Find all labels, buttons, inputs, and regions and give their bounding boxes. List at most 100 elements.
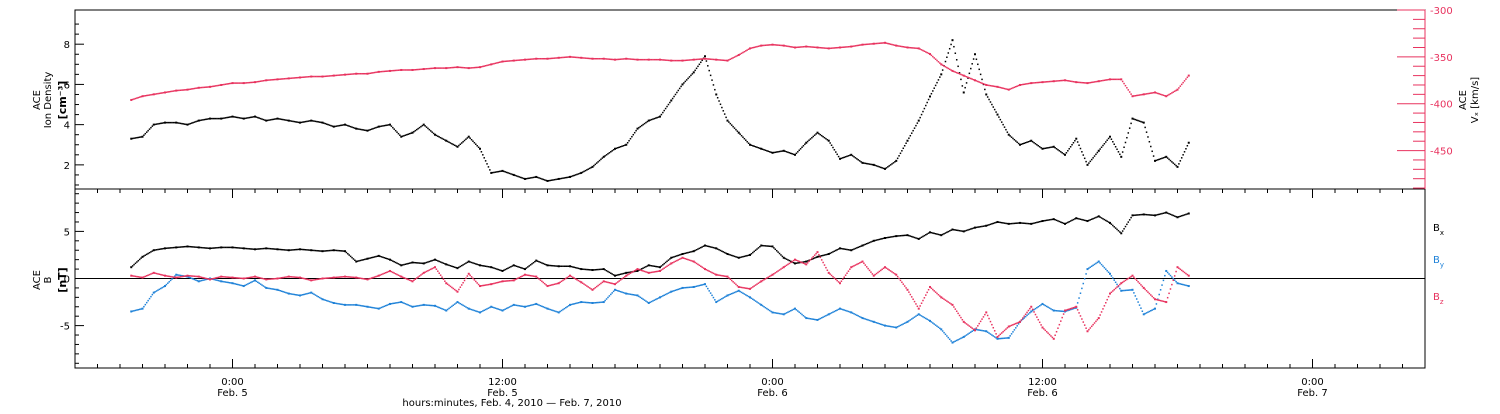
vx-sample (650, 58, 653, 61)
vx-sample (739, 53, 741, 55)
ion-density-point (1120, 155, 1123, 158)
ion-density-sample (531, 176, 533, 179)
bz-sample (617, 281, 619, 283)
bx-sample (1110, 223, 1113, 225)
by-sample (1071, 308, 1073, 310)
bz-point (1120, 282, 1123, 285)
ion-density-point (1097, 149, 1100, 152)
bz-sample (1161, 300, 1163, 302)
by-sample (1010, 333, 1013, 335)
by-sample (960, 337, 962, 340)
vx-sample (363, 72, 366, 75)
by-sample (913, 316, 916, 318)
bz-sample (799, 261, 802, 263)
bx-sample (272, 248, 275, 250)
bx-sample (655, 265, 657, 268)
vx-point (490, 63, 493, 66)
bz-point (175, 276, 178, 279)
by-point (940, 328, 943, 331)
by-sample (178, 274, 180, 276)
bz-sample (832, 275, 834, 278)
bz-sample (525, 274, 528, 276)
bz-sample (1141, 285, 1144, 288)
vx-sample (176, 89, 179, 92)
vx-sample (555, 57, 557, 59)
bz-sample (538, 278, 540, 280)
bx-sample (819, 255, 822, 257)
vx-sample (915, 47, 917, 49)
vx-sample (761, 44, 764, 47)
bz-sample (957, 312, 959, 315)
ion-density-sample (283, 119, 286, 121)
vx-sample (622, 58, 625, 60)
bz-sample (955, 310, 958, 312)
vx-sample (1005, 88, 1007, 90)
bx-sample (414, 261, 417, 264)
bx-sample (169, 247, 172, 249)
vx-sample (785, 45, 788, 47)
bz-sample (968, 325, 971, 327)
vx-sample (241, 82, 244, 84)
by-sample (806, 317, 809, 320)
vx-sample (649, 58, 651, 61)
vx-sample (300, 76, 303, 79)
ion-density-sample (417, 127, 419, 130)
vx-sample (529, 58, 532, 60)
vx-sample (171, 90, 173, 93)
ion-density-sample (864, 162, 867, 165)
bz-sample (600, 282, 602, 285)
bx-sample (438, 260, 440, 263)
ion-density-sample (316, 120, 318, 123)
bx-sample (376, 255, 379, 257)
vx-sample (1099, 80, 1101, 82)
bz-sample (846, 272, 848, 274)
bz-sample (241, 277, 244, 280)
by-point (276, 288, 279, 291)
density-axis-label-line2: Ion Density (43, 72, 54, 129)
bx-sample (565, 265, 567, 268)
by-sample (986, 331, 989, 333)
vx-sample (1112, 78, 1114, 81)
vx-point (130, 98, 133, 101)
by-point (231, 282, 234, 285)
bx-sample (1002, 222, 1004, 224)
bx-sample (559, 265, 561, 268)
bz-sample (595, 285, 598, 288)
bz-sample (1010, 324, 1013, 327)
bz-sample (334, 276, 336, 279)
by-sample (1076, 302, 1079, 304)
bz-sample (560, 280, 563, 283)
ion-density-sample (673, 95, 675, 98)
by-sample (584, 301, 587, 304)
by-sample (1147, 311, 1149, 313)
bz-sample (867, 267, 869, 270)
ion-density-sample (345, 124, 348, 126)
bx-sample (685, 252, 688, 254)
by-sample (1114, 281, 1117, 284)
bx-sample (972, 227, 975, 229)
vx-sample (536, 57, 539, 60)
bx-sample (257, 248, 259, 250)
bz-sample (847, 270, 850, 272)
bz-point (1165, 301, 1168, 304)
ion-density-point (569, 175, 571, 178)
by-sample (629, 293, 632, 296)
bz-sample (1145, 289, 1148, 292)
ion-density-point (130, 137, 133, 140)
bz-sample (923, 297, 926, 299)
vx-sample (522, 59, 525, 61)
by-sample (202, 279, 204, 282)
vx-sample (340, 74, 342, 76)
bz-sample (631, 271, 633, 274)
by-sample (725, 295, 727, 298)
by-sample (452, 304, 455, 306)
bz-sample (250, 276, 252, 279)
bz-sample (939, 295, 941, 297)
vx-sample (465, 67, 467, 69)
bz-sample (971, 327, 973, 329)
ion-density-sample (1092, 157, 1094, 159)
by-sample (489, 306, 491, 309)
bx-sample (475, 263, 477, 265)
vx-point (434, 67, 436, 70)
bz-sample (151, 272, 154, 275)
